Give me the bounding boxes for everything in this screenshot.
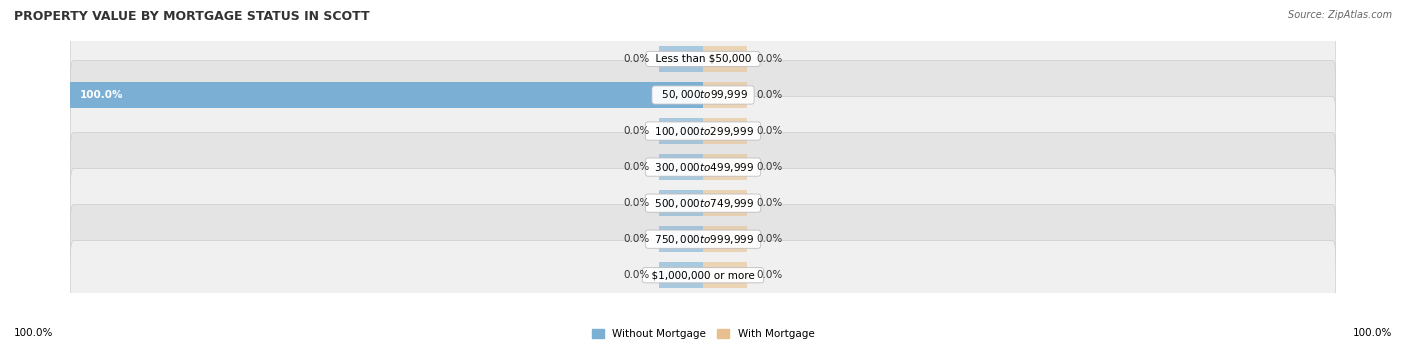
Bar	[658, 262, 703, 288]
Text: 0.0%: 0.0%	[756, 126, 783, 136]
Text: Source: ZipAtlas.com: Source: ZipAtlas.com	[1288, 10, 1392, 20]
Text: $300,000 to $499,999: $300,000 to $499,999	[648, 161, 758, 174]
Bar	[703, 82, 748, 108]
Bar	[703, 118, 748, 144]
Text: PROPERTY VALUE BY MORTGAGE STATUS IN SCOTT: PROPERTY VALUE BY MORTGAGE STATUS IN SCO…	[14, 10, 370, 23]
Text: 0.0%: 0.0%	[756, 162, 783, 172]
Bar	[70, 82, 703, 108]
Bar	[658, 190, 703, 216]
Bar	[703, 154, 748, 180]
Text: $100,000 to $299,999: $100,000 to $299,999	[648, 124, 758, 137]
Bar	[658, 226, 703, 252]
Bar	[658, 154, 703, 180]
Text: 0.0%: 0.0%	[756, 54, 783, 64]
Bar	[703, 226, 748, 252]
Bar	[703, 46, 748, 72]
Text: 100.0%: 100.0%	[14, 328, 53, 338]
Text: 100.0%: 100.0%	[80, 90, 124, 100]
FancyBboxPatch shape	[70, 205, 1336, 274]
Text: $1,000,000 or more: $1,000,000 or more	[645, 270, 761, 280]
FancyBboxPatch shape	[70, 168, 1336, 238]
Bar	[703, 190, 748, 216]
Text: 0.0%: 0.0%	[623, 198, 650, 208]
FancyBboxPatch shape	[70, 133, 1336, 202]
Text: 0.0%: 0.0%	[623, 270, 650, 280]
Text: $50,000 to $99,999: $50,000 to $99,999	[655, 89, 751, 102]
Text: 0.0%: 0.0%	[623, 126, 650, 136]
Text: 0.0%: 0.0%	[756, 198, 783, 208]
Bar	[703, 262, 748, 288]
FancyBboxPatch shape	[70, 97, 1336, 166]
Text: 0.0%: 0.0%	[756, 270, 783, 280]
Text: 0.0%: 0.0%	[623, 234, 650, 244]
Text: 100.0%: 100.0%	[1353, 328, 1392, 338]
Bar	[658, 46, 703, 72]
Text: 0.0%: 0.0%	[623, 162, 650, 172]
FancyBboxPatch shape	[70, 241, 1336, 310]
FancyBboxPatch shape	[70, 60, 1336, 130]
Text: $500,000 to $749,999: $500,000 to $749,999	[648, 197, 758, 210]
Bar	[658, 118, 703, 144]
Text: Less than $50,000: Less than $50,000	[648, 54, 758, 64]
Text: 0.0%: 0.0%	[756, 234, 783, 244]
Text: 0.0%: 0.0%	[756, 90, 783, 100]
Legend: Without Mortgage, With Mortgage: Without Mortgage, With Mortgage	[588, 325, 818, 341]
Text: $750,000 to $999,999: $750,000 to $999,999	[648, 233, 758, 246]
FancyBboxPatch shape	[70, 24, 1336, 93]
Text: 0.0%: 0.0%	[623, 54, 650, 64]
